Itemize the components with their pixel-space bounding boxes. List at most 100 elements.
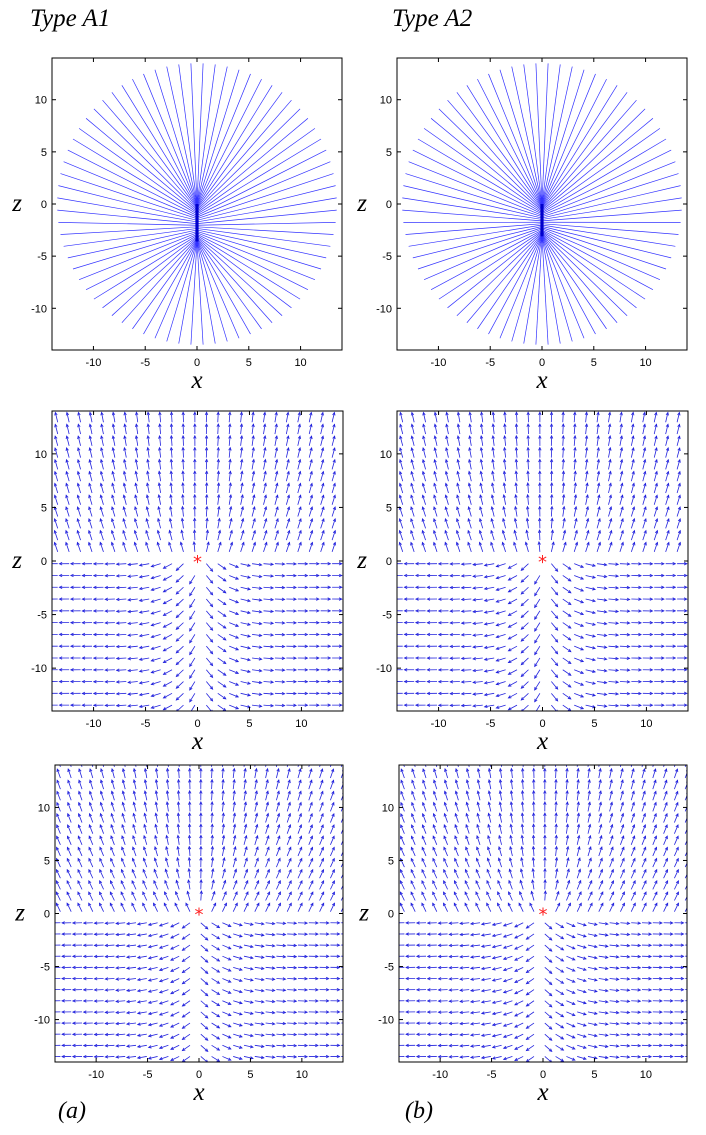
quiver-arrow [551,599,557,607]
quiver-arrow [218,611,226,617]
quiver-arrow [206,646,212,654]
y-axis-label: z [356,547,367,574]
y-tick-label: -10 [34,1015,50,1027]
ray [542,162,675,216]
quiver-arrowhead [348,1011,351,1014]
y-tick-label: -5 [37,251,47,263]
quiver-arrow [201,990,208,996]
quiver-arrow [563,682,571,688]
quiver-arrowhead [48,704,51,707]
quiver-arrowhead [393,680,396,683]
x-tick-label: 10 [640,718,652,730]
quiver-arrowhead [48,598,51,601]
ray [402,198,542,220]
quiver-arrow [201,934,208,940]
quiver-arrowhead [692,988,695,991]
quiver-arrow [545,978,552,984]
y-tick-label: 5 [44,855,50,867]
quiver-arrow [551,670,557,678]
quiver-arrowhead [692,933,695,936]
x-tick-label: -5 [485,357,495,369]
quiver-arrowhead [393,657,396,660]
quiver-arrow [206,611,212,619]
y-tick-label: -5 [37,610,47,622]
quiver-arrow [521,599,528,606]
quiver-arrowhead [395,1055,398,1058]
ray [542,225,675,246]
quiver-arrow [218,670,226,676]
ray [197,150,326,215]
quiver-arrowhead [395,977,398,980]
y-tick-label: 10 [35,449,47,461]
quiver-arrow [521,670,528,677]
x-tick-label: -10 [86,718,102,730]
quiver-arrowhead [51,1022,54,1025]
quiver-arrow [563,693,571,699]
ray [542,210,682,221]
quiver-arrowhead [90,758,93,761]
quiver-arrow [551,575,557,583]
ray [112,92,197,208]
quiver-arrow [218,587,226,593]
quiver-arrow [521,693,528,700]
quiver-arrow [218,658,226,664]
y-tick-label: 0 [41,556,47,568]
quiver-arrow [206,682,212,690]
quiver-arrow [201,978,208,984]
ray [542,228,666,269]
quiver-arrow [545,945,552,951]
quiver-arrow [218,693,226,699]
quiver-arrow [545,1045,552,1051]
quiver-arrowhead [395,933,398,936]
ray [405,224,542,235]
quiver-arrow [201,1023,208,1029]
quiver-arrowhead [51,955,54,958]
quiver-arrowhead [79,758,81,761]
x-tick-label: 10 [295,718,307,730]
quiver-arrow [218,623,226,629]
quiver-arrow [206,670,212,678]
quiver-arrow [563,564,571,570]
quiver-arrow [176,634,183,641]
quiver-arrowhead [299,758,302,761]
quiver-arrowhead [57,758,59,761]
quiver-arrowhead [222,757,225,760]
quiver-arrowhead [395,1044,398,1047]
quiver-arrowhead [348,944,351,947]
ray [542,233,627,316]
ray [122,239,197,323]
quiver-arrow [545,1023,552,1029]
quiver-arrowhead [393,562,396,565]
ray [402,210,542,221]
quiver-arrow [521,587,528,594]
quiver-arrowhead [348,977,351,980]
quiver-arrowhead [266,758,269,761]
quiver-arrow [563,623,571,629]
quiver-arrow [206,658,212,666]
ray [79,233,197,280]
y-tick-label: 0 [44,909,50,921]
quiver-arrow [201,945,208,951]
quiver-arrowhead [68,758,70,761]
column-title-a2: Type A2 [392,5,472,32]
quiver-arrow [521,575,528,582]
quiver-arrow [521,564,528,571]
quiver-arrow [521,682,528,689]
quiver-arrow [521,623,528,630]
quiver-arrowhead [395,1033,398,1036]
quiver-arrowhead [51,1055,54,1058]
quiver-arrowhead [48,692,51,695]
quiver-arrowhead [393,645,396,648]
panels: -10 -5 0 5 10-10-50510xz-10 -5 0 5 10-10-50510xz… [11,58,694,1106]
quiver-arrow [218,564,226,570]
quiver-arrow [545,967,552,973]
quiver-arrow [201,1034,208,1040]
x-axis-label: x [535,367,547,394]
quiver-arrowhead [48,645,51,648]
x-tick-label: -10 [85,357,101,369]
quiver-arrow [545,934,552,940]
quiver-arrow [551,564,557,572]
source-marker: * [193,552,202,573]
quiver-arrow [563,634,571,640]
ray [197,74,251,205]
